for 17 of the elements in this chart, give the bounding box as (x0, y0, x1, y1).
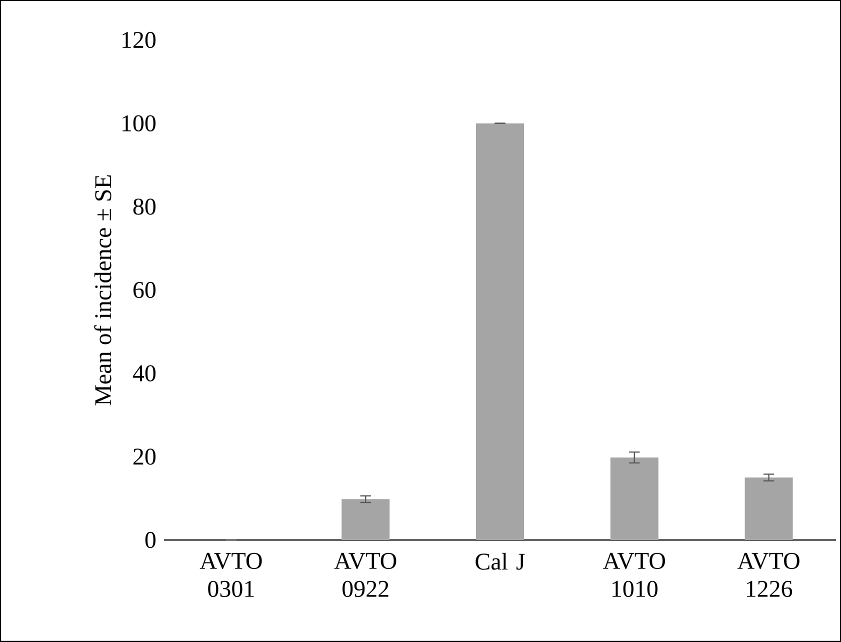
y-tick-label: 20 (133, 448, 156, 465)
y-tick-label: 120 (122, 32, 156, 48)
x-tick-label: AVTO 0922 (334, 552, 396, 598)
y-axis-title: Mean of incidence ± SE (94, 175, 112, 406)
y-tick-label: 80 (133, 198, 156, 215)
x-tick-label: AVTO 1226 (737, 552, 800, 598)
bar (744, 478, 793, 540)
bar (342, 499, 390, 540)
bar (610, 457, 658, 540)
x-tick-label: Cal J (476, 552, 525, 570)
bar (476, 123, 524, 540)
y-tick-label: 40 (132, 365, 156, 382)
x-tick-label: AVTO 0301 (200, 552, 262, 598)
y-tick-label: 0 (145, 532, 156, 548)
y-tick-label: 100 (122, 115, 156, 132)
y-tick-label: 60 (133, 282, 156, 298)
x-tick-label: AVTO 1010 (603, 552, 666, 598)
